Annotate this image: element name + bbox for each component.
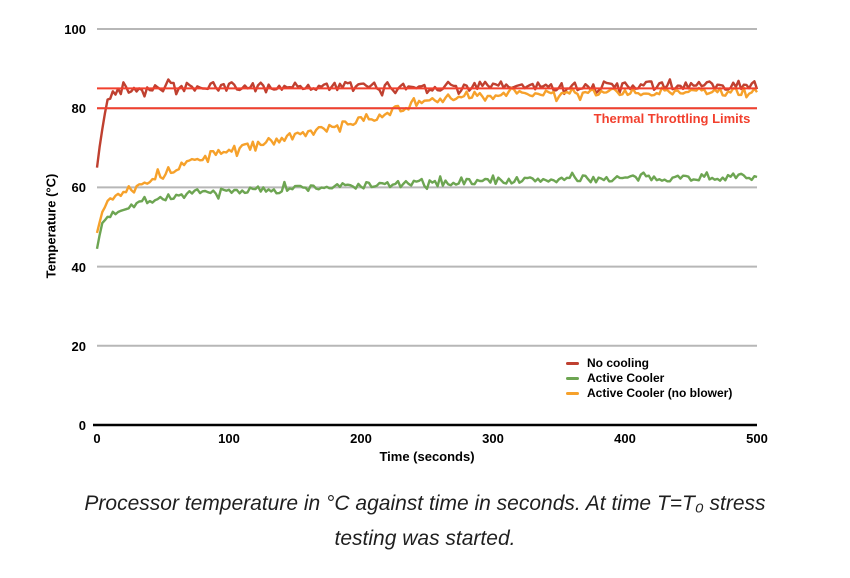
y-tick-20: 20 [71,338,86,354]
y-tick-40: 40 [71,259,86,275]
thermal-throttling-annotation: Thermal Throttling Limits [593,111,751,126]
legend-item-2: Active Cooler (no blower) [566,387,732,400]
temperature-chart: 0 20 40 60 80 100 0 100 200 300 400 500 Temperatur… [43,22,768,464]
plot-area [93,28,759,427]
legend-label: Active Cooler (no blower) [587,386,733,400]
x-tick-100: 100 [218,431,240,446]
x-tick-300: 300 [482,431,504,446]
x-tick-500: 500 [746,431,768,446]
series-line-2 [95,86,758,234]
legend: No cooling Active Cooler Active Cooler (no… [566,357,732,402]
caption-line-1: Processor temperature in °C against time… [84,492,766,515]
y-axis-title: Temperature (°C) [43,173,59,279]
legend-label: No cooling [587,356,649,370]
legend-swatch-icon [566,392,579,395]
legend-item-1: Active Cooler [566,372,732,385]
figure-caption: Processor temperature in °C against time… [0,486,850,556]
x-tick-200: 200 [350,431,372,446]
x-tick-400: 400 [614,431,636,446]
caption-line-2: testing was started. [334,527,516,550]
y-tick-100: 100 [64,22,86,37]
y-tick-60: 60 [71,180,86,196]
x-tick-0: 0 [93,431,101,446]
x-axis-title: Time (seconds) [379,449,475,464]
y-tick-80: 80 [71,101,86,117]
y-tick-0: 0 [78,418,86,433]
legend-swatch-icon [566,377,579,380]
legend-swatch-icon [566,362,579,365]
legend-label: Active Cooler [587,371,665,385]
series-line-1 [95,171,758,250]
legend-item-0: No cooling [566,357,732,370]
